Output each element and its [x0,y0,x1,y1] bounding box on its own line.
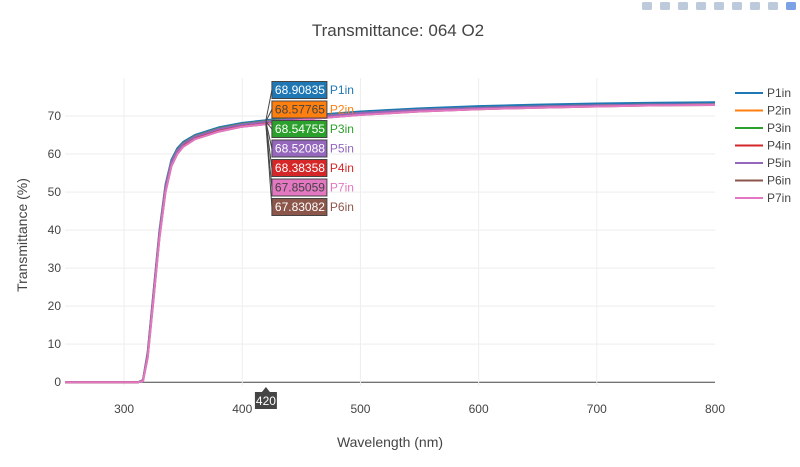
y-tick-label: 40 [48,223,62,237]
y-tick-label: 50 [48,185,62,199]
hover-series-name: P5in [330,142,354,156]
hover-series-name: P2in [330,103,354,117]
gridlines [65,78,715,386]
pan-icon[interactable] [658,0,672,12]
hover-series-name: P4in [330,161,354,175]
hover-label-P3in: 68.54755 P3in [265,120,354,138]
y-tick-label: 30 [48,261,62,275]
reset-axes-icon[interactable] [730,0,744,12]
hover-label-P4in: 68.38358 P4in [265,122,354,177]
legend-item-P2in[interactable]: P2in [735,104,791,118]
hover-value: 67.85059 [275,181,325,195]
hover-box [271,139,328,158]
hover-label-P2in: 68.57765 P2in [265,100,354,122]
hover-series-name: P1in [330,83,354,97]
y-tick-label: 10 [48,337,62,351]
hover-box [271,178,328,197]
hover-box [271,81,328,99]
legend-item-P1in[interactable]: P1in [735,86,791,100]
y-tick-label: 70 [48,109,62,123]
y-tick-label: 20 [48,299,62,313]
x-hover-badge-box [254,387,277,409]
legend-label: P5in [767,156,791,170]
hover-value: 67.83082 [275,200,325,214]
zoom-in-icon[interactable] [676,0,690,12]
hover-series-name: P6in [330,200,354,214]
hover-label-P6in: 67.83082 P6in [265,124,354,216]
series-line-P1in [65,101,716,384]
hover-pointer [265,89,273,121]
plotly-logo-icon[interactable] [784,0,798,12]
hover-pointer [265,124,273,208]
series-line-P6in [65,104,716,384]
compare-data-icon[interactable] [766,0,780,12]
hover-pointer [265,109,273,122]
zoom-out-icon[interactable] [694,0,708,12]
hover-label-P7in: 67.85059 P7in [265,124,354,197]
hover-box [271,120,328,138]
legend[interactable]: P1in P2in P3in P4in P5in P6in P7in [735,86,791,205]
x-tick-label: 600 [469,402,489,416]
x-tick-label: 800 [705,402,725,416]
x-hover-badge: 420 [254,387,277,409]
legend-item-P7in[interactable]: P7in [735,191,791,205]
y-tick-label: 0 [54,375,61,389]
x-tick-labels: 300 400 500 600 700 800 [114,402,725,416]
modebar [640,0,798,12]
y-axis-title: Transmittance (%) [14,178,30,292]
legend-item-P5in[interactable]: P5in [735,156,791,170]
legend-label: P4in [767,139,791,153]
legend-label: P3in [767,121,791,135]
hover-box [271,198,328,216]
hover-value: 68.90835 [275,83,325,97]
hover-pointer [265,121,273,130]
legend-item-P6in[interactable]: P6in [735,174,791,188]
legend-label: P7in [767,191,791,205]
legend-label: P6in [767,174,791,188]
legend-label: P1in [767,86,791,100]
series-line-P3in [65,103,716,384]
legend-label: P2in [767,104,791,118]
zoom-icon[interactable] [640,0,654,12]
chart-title: Transmittance: 064 O2 [312,21,484,40]
x-tick-label: 500 [350,402,370,416]
spike-lines-icon[interactable] [748,0,762,12]
series-line-P5in [65,103,716,384]
hover-value: 68.54755 [275,122,325,136]
hover-series-name: P3in [330,122,354,136]
series-line-P2in [65,103,716,384]
x-tick-label: 300 [114,402,134,416]
x-tick-label: 400 [232,402,252,416]
legend-item-P4in[interactable]: P4in [735,139,791,153]
hover-value: 68.38358 [275,161,325,175]
hover-value: 68.52088 [275,142,325,156]
legend-item-P3in[interactable]: P3in [735,121,791,135]
y-tick-labels: 0 10 20 30 40 50 60 70 [48,109,62,389]
series-lines [65,101,716,384]
x-axis-title: Wavelength (nm) [337,434,443,450]
hover-series-name: P7in [330,181,354,195]
x-hover-value: 420 [256,394,276,408]
series-line-P7in [65,104,716,384]
series-line-P4in [65,103,716,384]
y-tick-label: 60 [48,147,62,161]
hover-value: 68.57765 [275,103,325,117]
hover-box [271,100,328,119]
hover-box [271,159,328,177]
hover-label-P1in: 68.90835 P1in [265,81,354,121]
autoscale-icon[interactable] [712,0,726,12]
x-tick-label: 700 [587,402,607,416]
